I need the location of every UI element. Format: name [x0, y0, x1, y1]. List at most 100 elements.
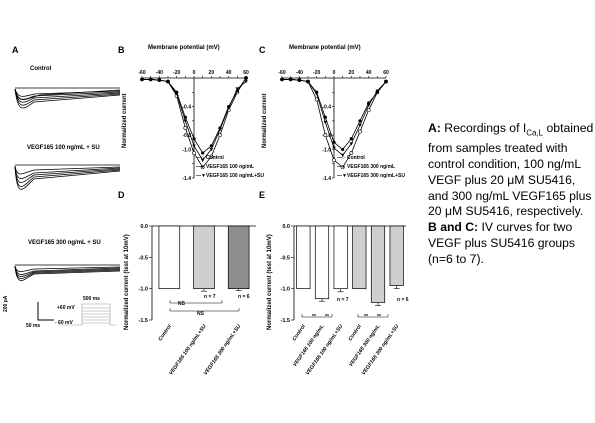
legend-b-1: —● VEGF165 100 ng/mL — [196, 164, 264, 170]
b-x-tick-label: -40 — [156, 70, 163, 76]
legend-b-2: —▼ VEGF165 100 ng/mL+SU — [196, 173, 264, 179]
legend-b-0-text: Control — [206, 155, 224, 161]
caption-bc-label: B and C: — [428, 220, 479, 235]
c-point — [323, 120, 328, 125]
panel-e-n1: n = 7 — [337, 297, 349, 303]
e-bar-1 — [314, 225, 330, 300]
c-point — [349, 142, 354, 146]
panel-b-label: B — [118, 45, 125, 55]
c-point — [375, 89, 380, 93]
b-point — [174, 92, 179, 96]
panel-b-title: Membrane potential (mV) — [148, 45, 220, 51]
d-bar-1 — [193, 225, 215, 290]
b-point — [200, 158, 205, 162]
b-point — [209, 154, 214, 159]
legend-c-1: —● VEGF165 300 ng/mL — [337, 164, 405, 170]
b-point — [183, 126, 188, 130]
caption-a-text2: obtained from samples treated with contr… — [428, 121, 594, 219]
panel-e-n2: n = 6 — [397, 297, 409, 303]
figure-caption: A: Recordings of ICa,L obtained from sam… — [428, 121, 595, 268]
c-point — [297, 78, 302, 82]
b-y-tick-label: -0.4 — [182, 105, 191, 111]
b-x-tick-label: 60 — [243, 70, 249, 76]
b-point — [201, 151, 205, 155]
caption-bc-text: IV curves for two VEGF plus SU5416 group… — [428, 220, 576, 266]
b-point — [244, 80, 248, 84]
d-y-tick-label: -1.0 — [139, 287, 148, 293]
panel-e-sig-2: ** — [325, 314, 329, 320]
trace-label-vegf100-su: VEGF165 100 ng/mL + SU — [27, 145, 100, 151]
c-y-tick-label: -1.4 — [322, 176, 331, 182]
c-point — [323, 133, 328, 138]
panel-d-n1: n = 7 — [204, 294, 216, 300]
scale-bar-current: 200 pA — [3, 295, 9, 312]
b-point — [192, 144, 196, 148]
c-point — [314, 92, 319, 96]
legend-b-2-marker: —▼ — [196, 173, 206, 179]
e-category-label: Control — [347, 323, 363, 342]
c-y-tick-label: -0.4 — [322, 105, 331, 111]
c-point — [358, 123, 362, 127]
b-x-tick-label: -20 — [173, 70, 180, 76]
legend-c-1-marker: —● — [337, 164, 346, 170]
legend-b-1-marker: —● — [196, 164, 205, 170]
trace-group-vegf300-su — [14, 264, 121, 281]
legend-b-1-text: VEGF165 100 ng/mL — [206, 164, 255, 170]
panel-d-label: D — [118, 190, 125, 200]
voltage-protocol — [58, 303, 116, 326]
trace-group-vegf100-su — [14, 164, 121, 190]
b-point — [200, 165, 205, 170]
e-bar-5 — [389, 225, 404, 286]
b-x-tick-label: 0 — [193, 70, 196, 76]
b-point — [166, 80, 170, 84]
e-y-tick-label: -1.5 — [281, 318, 290, 324]
legend-c-0-marker: —○ — [337, 155, 346, 161]
b-x-tick-label: -60 — [138, 70, 145, 76]
e-y-tick-label: 0.0 — [282, 224, 290, 230]
panel-e-sig-1: ** — [312, 314, 316, 320]
e-category-label: VEGF165 100 ng/mL+SU — [305, 324, 345, 377]
c-point — [280, 78, 284, 82]
legend-c-0: —○ Control — [337, 155, 405, 161]
caption-a-sub: Ca,L — [526, 128, 544, 138]
c-point — [341, 147, 345, 152]
legend-c-1-text: VEGF165 300 ng/mL — [347, 164, 396, 170]
b-point — [192, 151, 196, 155]
c-y-tick-label: -1.0 — [322, 147, 331, 153]
panel-d-ns2: NS — [197, 311, 204, 317]
b-point — [226, 106, 231, 110]
caption-a-label: A: — [428, 121, 441, 135]
d-category-label: VEGF165 300 ng/mL+SU — [203, 324, 243, 377]
legend-b-2-text: VEGF165 100 ng/mL+SU — [206, 173, 264, 179]
c-point — [384, 80, 388, 84]
c-x-tick-label: -40 — [296, 70, 303, 76]
b-y-tick-label: -1.4 — [182, 176, 191, 182]
panel-c-legend: —○ Control —● VEGF165 300 ng/mL —▼ VEGF165 … — [337, 155, 405, 179]
legend-b-0-marker: —○ — [196, 155, 205, 161]
b-x-tick-label: 40 — [226, 70, 232, 76]
b-point — [218, 133, 222, 138]
legend-b-0: —○ Control — [196, 155, 264, 161]
panel-b-legend: —○ Control —● VEGF165 100 ng/mL —▼ VEGF165 … — [196, 155, 264, 179]
c-point — [340, 153, 345, 157]
e-bracket-1 — [301, 314, 333, 318]
d-bracket-1 — [169, 300, 223, 304]
current-traces — [14, 87, 121, 281]
c-x-tick-label: -60 — [278, 70, 285, 76]
trace-group-control — [14, 87, 121, 109]
c-point — [288, 78, 293, 82]
c-x-tick-label: 0 — [333, 70, 336, 76]
c-point — [366, 108, 371, 113]
d-y-tick-label: 0.0 — [140, 224, 148, 230]
e-bar-3 — [352, 225, 367, 290]
panel-c-title: Membrane potential (mV) — [289, 45, 361, 51]
c-point — [349, 137, 353, 141]
d-category-label: VEGF165 100 ng/mL+SU — [168, 324, 208, 377]
b-point — [218, 128, 222, 132]
c-x-tick-label: 40 — [366, 70, 372, 76]
b-point — [157, 78, 162, 82]
c-point — [323, 115, 327, 119]
